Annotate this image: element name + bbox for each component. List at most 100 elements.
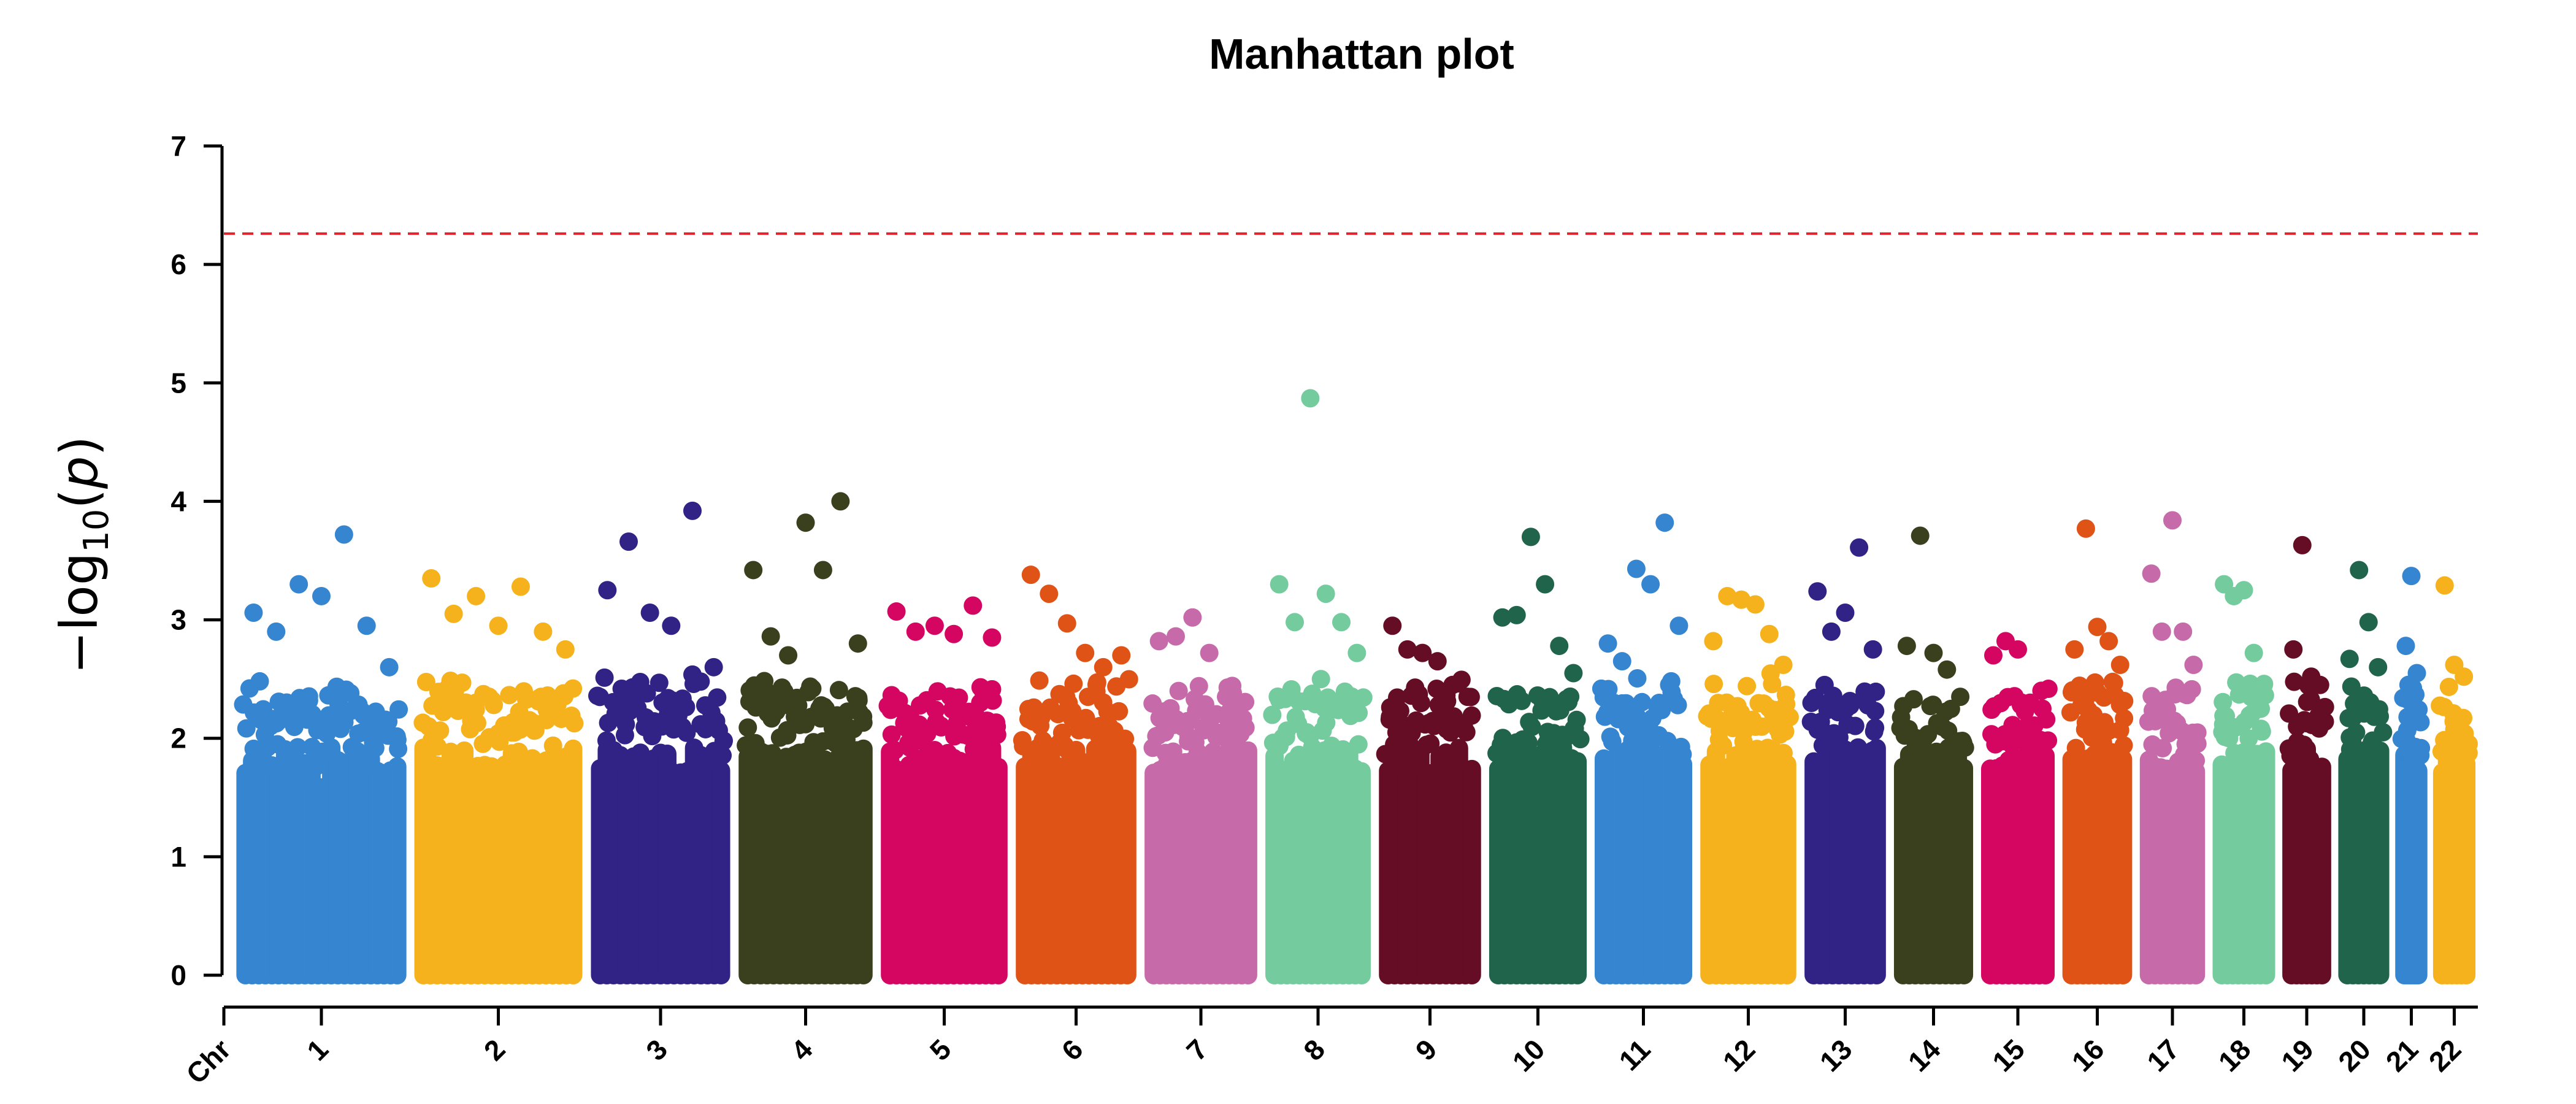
- snp-peak-point: [2340, 650, 2359, 669]
- snp-point: [2455, 724, 2474, 743]
- snp-peak-point: [2310, 675, 2329, 694]
- snp-point: [416, 672, 435, 691]
- point-column: [2457, 754, 2476, 984]
- snp-point: [949, 688, 968, 707]
- snp-point: [801, 677, 820, 696]
- snp-point: [1087, 673, 1106, 692]
- snp-peak-point: [1808, 582, 1827, 601]
- snp-point: [2347, 723, 2366, 742]
- snp-peak-point: [779, 646, 798, 665]
- y-tick-label: 7: [171, 130, 186, 162]
- snp-point: [1519, 733, 1538, 752]
- x-tick-label-chr-6: 6: [1056, 1033, 1089, 1067]
- snp-point: [2114, 736, 2133, 755]
- snp-peak-point: [1428, 652, 1447, 671]
- snp-peak-point: [813, 561, 832, 580]
- snp-point: [1763, 675, 1782, 694]
- chromosome-1-points: [234, 525, 408, 984]
- snp-peak-point: [534, 622, 553, 641]
- chromosome-5-points: [878, 596, 1008, 984]
- snp-point: [2310, 709, 2329, 728]
- point-column: [2409, 761, 2428, 984]
- x-tick-label-chr-15: 15: [1986, 1033, 2031, 1078]
- snp-point: [2285, 672, 2304, 691]
- snp-peak-point: [1443, 675, 1462, 694]
- y-tick-label: 6: [171, 248, 186, 280]
- y-axis-label-variable: (: [49, 489, 109, 509]
- snp-point: [1390, 702, 1409, 721]
- snp-point: [1064, 674, 1083, 693]
- snp-point: [2411, 746, 2430, 765]
- chromosome-7-points: [1143, 608, 1257, 984]
- snp-point: [1349, 703, 1368, 723]
- snp-peak-point: [1493, 608, 1512, 627]
- snp-peak-point: [683, 501, 702, 520]
- snp-point: [987, 713, 1006, 732]
- y-axis-label: −log10(p): [49, 436, 117, 675]
- snp-point: [564, 679, 583, 698]
- snp-point: [1236, 718, 1255, 737]
- snp-peak-point: [662, 616, 681, 635]
- point-column: [2114, 749, 2133, 984]
- snp-point: [1668, 696, 1687, 715]
- snp-point: [1263, 705, 1282, 724]
- chromosome-12-points: [1698, 586, 1799, 984]
- x-tick-label-chr-18: 18: [2212, 1033, 2257, 1078]
- y-tick-label: 2: [171, 723, 186, 754]
- snp-peak-point: [1598, 634, 1617, 653]
- y-axis-label-subscript: 10: [77, 509, 117, 553]
- snp-point: [299, 687, 318, 706]
- x-tick-label-chr-22: 22: [2423, 1033, 2467, 1078]
- snp-point: [1846, 716, 1865, 735]
- point-column: [2312, 757, 2331, 984]
- chromosome-3-points: [588, 501, 734, 984]
- x-tick-label-chr-14: 14: [1902, 1033, 1947, 1078]
- snp-peak-point: [1149, 632, 1168, 651]
- x-tick-label-chr-3: 3: [640, 1033, 673, 1067]
- snp-point: [353, 702, 372, 721]
- snp-point: [931, 716, 950, 735]
- point-column: [1674, 754, 1693, 984]
- snp-peak-point: [2396, 637, 2415, 656]
- snp-point: [1603, 732, 1622, 751]
- snp-point: [2153, 738, 2172, 757]
- snp-peak-point: [2152, 622, 2171, 641]
- x-tick-label-chr-11: 11: [1612, 1033, 1656, 1076]
- snp-point: [2301, 690, 2320, 709]
- snp-peak-point: [1924, 643, 1943, 662]
- snp-peak-point: [1301, 389, 1320, 408]
- snp-peak-point: [1641, 575, 1660, 594]
- snp-peak-point: [1863, 640, 1882, 659]
- snp-peak-point: [1732, 590, 1751, 609]
- snp-point: [1866, 718, 1885, 737]
- snp-peak-point: [925, 616, 944, 635]
- snp-peak-point: [1507, 605, 1526, 624]
- snp-point: [882, 725, 901, 744]
- snp-point: [595, 668, 614, 687]
- snp-point: [1409, 684, 1428, 703]
- snp-peak-point: [289, 575, 309, 594]
- snp-peak-point: [887, 602, 906, 621]
- y-tick-label: 3: [171, 604, 186, 636]
- snp-peak-point: [2284, 640, 2303, 659]
- snp-peak-point: [1286, 613, 1304, 632]
- snp-point: [250, 672, 269, 691]
- snp-point: [525, 721, 544, 740]
- point-column: [388, 757, 407, 984]
- snp-peak-point: [1332, 613, 1351, 632]
- snp-peak-point: [1550, 637, 1569, 656]
- point-column: [1955, 759, 1974, 984]
- snp-point: [1110, 702, 1129, 721]
- snp-point: [1565, 719, 1584, 738]
- snp-point: [1522, 718, 1541, 737]
- snp-point: [2188, 734, 2207, 753]
- snp-peak-point: [619, 532, 638, 551]
- snp-peak-point: [1627, 559, 1646, 578]
- snp-point: [1777, 695, 1796, 714]
- snp-peak-point: [1167, 627, 1185, 646]
- snp-peak-point: [2244, 643, 2263, 662]
- snp-point: [2214, 692, 2233, 711]
- y-axis-label-close-paren: ): [49, 436, 109, 456]
- snp-point: [1169, 681, 1188, 700]
- snp-peak-point: [831, 492, 850, 511]
